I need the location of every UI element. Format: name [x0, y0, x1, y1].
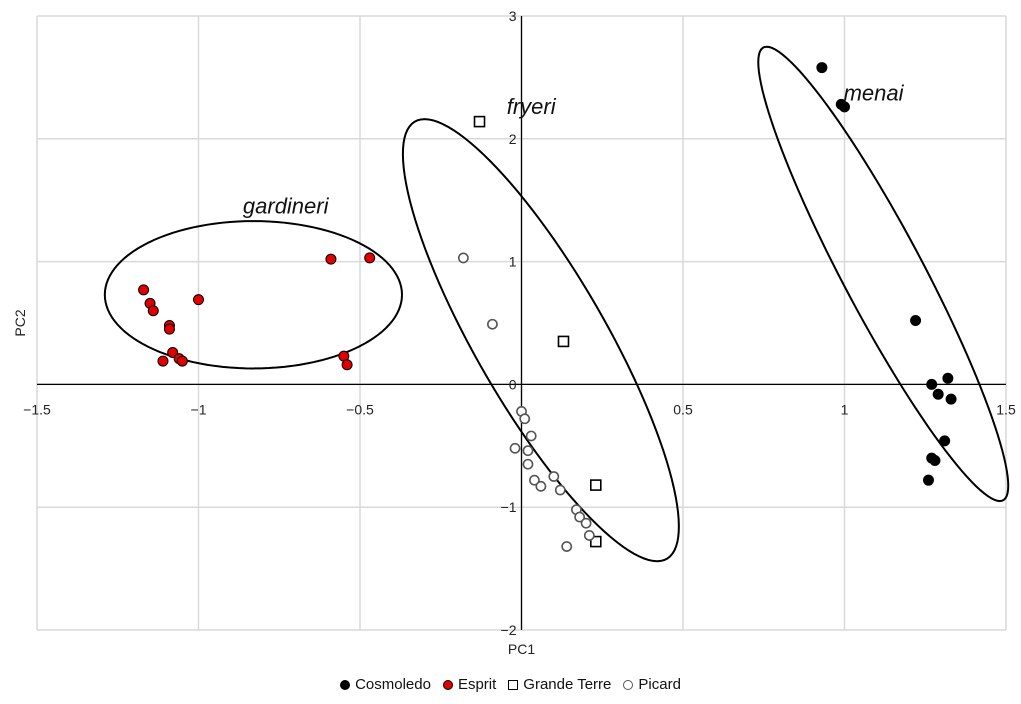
group-label-fryeri: fryeri	[507, 94, 557, 119]
legend-marker-picard	[623, 679, 634, 690]
point-cosmoledo	[839, 101, 850, 113]
y-tick-label: 3	[509, 8, 517, 24]
point-picard	[457, 252, 469, 264]
legend-marker-esprit	[442, 679, 453, 690]
point-cosmoledo	[929, 455, 941, 467]
group-ellipse-fryeri	[401, 118, 680, 563]
point-cosmoledo	[922, 474, 934, 486]
point-picard	[487, 318, 498, 330]
x-axis-label: PC1	[508, 641, 535, 657]
point-esprit	[163, 323, 175, 335]
group-ellipse-menai	[757, 45, 1010, 503]
point-grande-terre	[589, 535, 602, 548]
point-esprit	[157, 355, 169, 367]
group-ellipses	[103, 45, 1010, 563]
point-picard	[525, 430, 537, 442]
point-picard	[529, 474, 540, 486]
x-tick-label: 1.5	[996, 401, 1016, 417]
point-picard	[535, 480, 547, 492]
group-label-menai: menai	[844, 81, 905, 106]
group-ellipse-gardineri	[103, 220, 403, 370]
legend-item-cosmoledo: Cosmoledo	[340, 676, 431, 693]
axes: −1.5 −1 −0.5 0.5 1 1.5 −2 −1 0 1 2 3 PC1 PC2	[12, 8, 1016, 657]
legend-marker-cosmoledo	[340, 679, 351, 690]
point-cosmoledo	[932, 388, 944, 400]
y-axis-label: PC2	[12, 309, 28, 336]
legend-item-grande-terre: Grande Terre	[508, 676, 611, 693]
legend-item-esprit: Esprit	[442, 676, 497, 693]
legend-label-picard: Picard	[638, 676, 681, 693]
legend-label-grande-terre: Grande Terre	[523, 676, 612, 693]
point-grande-terre	[473, 115, 486, 128]
point-esprit	[176, 355, 188, 367]
y-tick-label: −2	[501, 622, 517, 638]
point-cosmoledo	[939, 435, 951, 447]
point-picard	[580, 517, 592, 529]
point-grande-terre	[557, 335, 570, 348]
x-tick-label: −1	[191, 401, 207, 417]
point-picard	[583, 530, 595, 541]
point-picard	[509, 442, 521, 454]
y-tick-label: 0	[509, 376, 517, 392]
point-esprit	[138, 284, 150, 296]
point-cosmoledo	[910, 315, 922, 327]
point-grande-terre	[589, 479, 602, 491]
point-cosmoledo	[945, 393, 957, 405]
point-picard	[522, 445, 534, 457]
point-esprit	[364, 252, 376, 264]
x-tick-label: 0.5	[673, 401, 693, 417]
data-points	[138, 62, 957, 552]
point-picard	[548, 471, 560, 482]
point-picard	[574, 511, 586, 523]
legend-label-cosmoledo: Cosmoledo	[355, 676, 431, 693]
legend: Cosmoledo Esprit Grande Terre Picard	[0, 676, 1021, 694]
x-tick-label: 1	[841, 401, 849, 417]
point-esprit	[147, 305, 159, 317]
point-picard	[561, 541, 573, 552]
point-esprit	[193, 294, 204, 306]
y-tick-label: 2	[509, 131, 517, 147]
group-label-gardineri: gardineri	[243, 194, 330, 219]
y-tick-label: −1	[501, 499, 517, 515]
point-cosmoledo	[816, 62, 828, 74]
x-tick-label: −1.5	[23, 401, 51, 417]
legend-item-picard: Picard	[623, 676, 681, 693]
point-cosmoledo	[942, 372, 954, 384]
legend-label-esprit: Esprit	[457, 676, 497, 693]
point-picard	[554, 484, 566, 496]
point-esprit	[341, 359, 353, 371]
legend-marker-grande-terre	[508, 679, 519, 690]
y-tick-label: 1	[509, 254, 517, 270]
point-picard	[522, 458, 534, 470]
labels: gardineri fryeri menai	[243, 81, 905, 219]
x-tick-label: −0.5	[346, 401, 374, 417]
point-cosmoledo	[926, 378, 938, 390]
point-esprit	[325, 253, 337, 265]
point-picard	[519, 413, 531, 425]
